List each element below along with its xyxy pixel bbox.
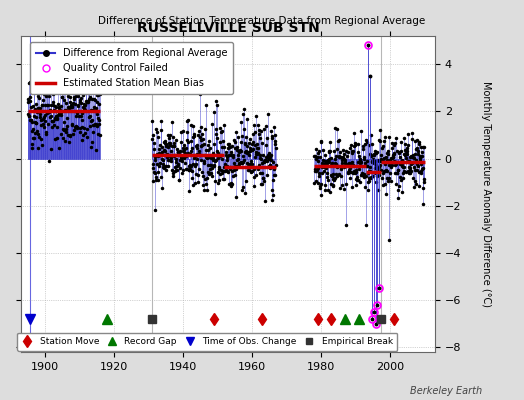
- Legend: Station Move, Record Gap, Time of Obs. Change, Empirical Break: Station Move, Record Gap, Time of Obs. C…: [17, 333, 397, 351]
- Title: RUSSELLVILLE SUB STN: RUSSELLVILLE SUB STN: [137, 21, 319, 35]
- Text: Berkeley Earth: Berkeley Earth: [410, 386, 482, 396]
- Y-axis label: Monthly Temperature Anomaly Difference (°C): Monthly Temperature Anomaly Difference (…: [481, 81, 490, 307]
- Text: Difference of Station Temperature Data from Regional Average: Difference of Station Temperature Data f…: [99, 16, 425, 26]
